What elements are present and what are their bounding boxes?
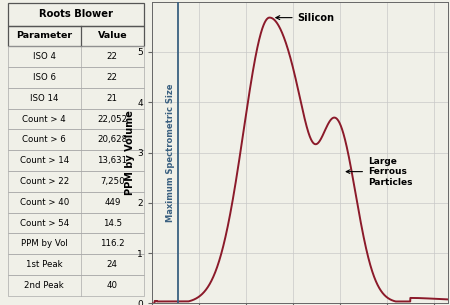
Text: ISO 4: ISO 4 xyxy=(33,52,56,61)
Text: Count > 14: Count > 14 xyxy=(20,156,69,165)
Bar xyxy=(8,234,144,254)
Text: ISO 14: ISO 14 xyxy=(30,94,58,103)
Text: Parameter: Parameter xyxy=(16,31,72,41)
Text: PPM by Vol: PPM by Vol xyxy=(21,239,68,248)
Text: 21: 21 xyxy=(107,94,118,103)
Bar xyxy=(8,26,144,46)
Text: 24: 24 xyxy=(107,260,118,269)
Text: Count > 54: Count > 54 xyxy=(20,219,69,228)
Text: 116.2: 116.2 xyxy=(100,239,125,248)
Text: 7,250: 7,250 xyxy=(100,177,125,186)
Y-axis label: PPM by Volume: PPM by Volume xyxy=(125,110,135,195)
Bar xyxy=(8,213,144,234)
Bar xyxy=(8,192,144,213)
Text: 449: 449 xyxy=(104,198,121,207)
Text: Large
Ferrous
Particles: Large Ferrous Particles xyxy=(346,157,413,187)
Bar xyxy=(8,46,144,67)
Bar xyxy=(8,88,144,109)
Text: 1st Peak: 1st Peak xyxy=(26,260,63,269)
Bar xyxy=(8,3,144,26)
Text: ISO 6: ISO 6 xyxy=(33,73,56,82)
Bar xyxy=(8,67,144,88)
Bar xyxy=(8,171,144,192)
Bar xyxy=(8,150,144,171)
Text: 22: 22 xyxy=(107,73,118,82)
Text: Silicon: Silicon xyxy=(276,13,335,23)
Text: Count > 6: Count > 6 xyxy=(22,135,66,144)
Text: 14.5: 14.5 xyxy=(103,219,122,228)
Text: 13,631: 13,631 xyxy=(97,156,127,165)
Bar xyxy=(8,254,144,275)
Text: 22: 22 xyxy=(107,52,118,61)
Bar xyxy=(8,109,144,129)
Text: Count > 4: Count > 4 xyxy=(22,115,66,124)
Text: Value: Value xyxy=(98,31,127,41)
Bar xyxy=(8,275,144,296)
Text: Count > 40: Count > 40 xyxy=(20,198,69,207)
Bar xyxy=(8,129,144,150)
Text: 22,052: 22,052 xyxy=(97,115,127,124)
Text: 40: 40 xyxy=(107,281,118,290)
Text: Maximum Spectrometric Size: Maximum Spectrometric Size xyxy=(166,83,175,222)
Text: Count > 22: Count > 22 xyxy=(20,177,69,186)
Text: 2nd Peak: 2nd Peak xyxy=(24,281,64,290)
Text: Roots Blower: Roots Blower xyxy=(39,9,113,19)
Text: 20,628: 20,628 xyxy=(97,135,127,144)
